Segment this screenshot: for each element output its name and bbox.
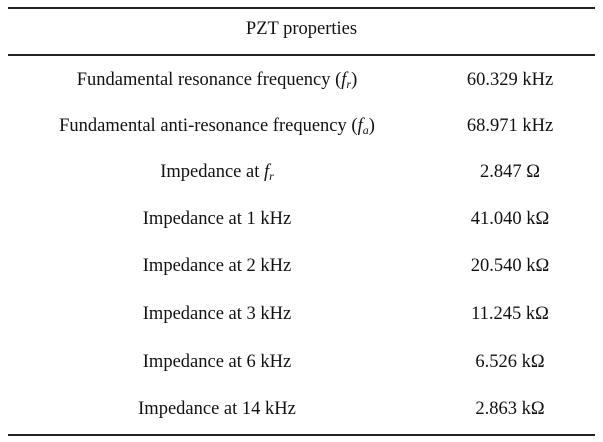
row-value: 60.329 kHz <box>466 70 554 90</box>
row-value: 2.863 kΩ <box>475 399 545 419</box>
row-label: Impedance at 1 kHz <box>142 209 292 229</box>
row-label: Impedance at fr <box>160 162 274 183</box>
table-header: PZT properties <box>245 19 358 39</box>
table-row: Impedance at 2 kHz 20.540 kΩ <box>8 256 595 280</box>
row-value: 20.540 kΩ <box>470 256 550 276</box>
table-row: Impedance at 3 kHz 11.245 kΩ <box>8 304 595 328</box>
bottom-rule <box>8 434 595 436</box>
row-label: Fundamental anti-resonance frequency (fa… <box>59 116 375 137</box>
table-row: Impedance at 14 kHz 2.863 kΩ <box>8 399 595 423</box>
row-value: 11.245 kΩ <box>471 304 549 324</box>
row-value: 41.040 kΩ <box>470 209 550 229</box>
row-label: Impedance at 3 kHz <box>142 304 292 324</box>
row-value: 6.526 kΩ <box>475 352 545 372</box>
top-rule <box>8 7 595 9</box>
table-row: Impedance at 1 kHz 41.040 kΩ <box>8 209 595 233</box>
table-row: Fundamental resonance frequency (fr) 60.… <box>8 70 595 94</box>
row-label: Impedance at 2 kHz <box>142 256 292 276</box>
row-value: 68.971 kHz <box>466 116 554 136</box>
table-row: Impedance at fr 2.847 Ω <box>8 162 595 186</box>
table-row: Impedance at 6 kHz 6.526 kΩ <box>8 352 595 376</box>
row-label: Impedance at 6 kHz <box>142 352 292 372</box>
row-label: Fundamental resonance frequency (fr) <box>76 70 358 91</box>
header-rule <box>8 54 595 56</box>
row-label: Impedance at 14 kHz <box>138 399 296 419</box>
row-value: 2.847 Ω <box>480 162 540 182</box>
table-row: Fundamental anti-resonance frequency (fa… <box>8 116 595 140</box>
